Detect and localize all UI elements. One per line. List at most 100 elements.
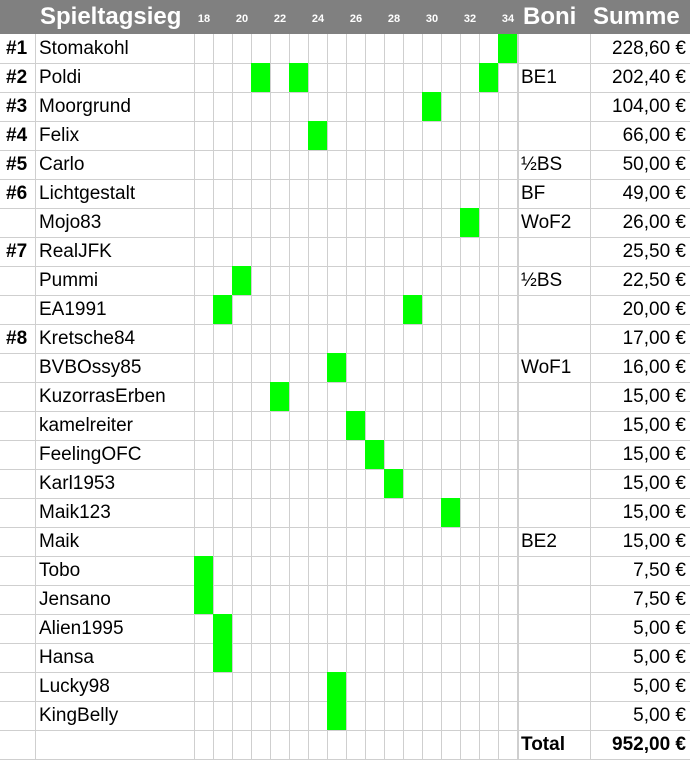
sum-cell: 22,50 € xyxy=(622,270,686,291)
grid-vline xyxy=(403,34,404,759)
player-name: FeelingOFC xyxy=(39,444,142,465)
grid-vline xyxy=(365,34,366,759)
grid-vline xyxy=(498,34,499,759)
grid-hline xyxy=(0,324,690,325)
table-row: kamelreiter 15,00 € xyxy=(0,411,690,440)
sum-cell: 7,50 € xyxy=(633,560,686,581)
win-marker xyxy=(327,701,346,730)
grid-hline xyxy=(0,150,690,151)
table-row: #3 Moorgrund 104,00 € xyxy=(0,92,690,121)
rank-label: #1 xyxy=(6,38,28,59)
rank-label: #8 xyxy=(6,328,28,349)
table-row: FeelingOFC 15,00 € xyxy=(0,440,690,469)
win-marker xyxy=(327,672,346,701)
matchday-22: 22 xyxy=(273,13,287,25)
table-row: Maik BE2 15,00 € xyxy=(0,527,690,556)
player-name: Pummi xyxy=(39,270,99,291)
table-row: Maik123 15,00 € xyxy=(0,498,690,527)
sum-cell: 16,00 € xyxy=(622,357,686,378)
grid-hline xyxy=(0,730,690,731)
player-name: Poldi xyxy=(39,67,82,88)
matchday-32: 32 xyxy=(463,13,477,25)
grid-hline xyxy=(0,237,690,238)
player-name: Moorgrund xyxy=(39,96,131,117)
matchday-18: 18 xyxy=(197,13,211,25)
table-row: #6 Lichtgestalt BF 49,00 € xyxy=(0,179,690,208)
matchday-20: 20 xyxy=(235,13,249,25)
table-row: #1 Stomakohl 228,60 € xyxy=(0,34,690,63)
bonus-cell: ½BS xyxy=(521,154,563,175)
player-name: KuzorrasErben xyxy=(39,386,166,407)
player-name: Felix xyxy=(39,125,80,146)
table-row: Hansa 5,00 € xyxy=(0,643,690,672)
grid-hline xyxy=(0,498,690,499)
grid-hline xyxy=(0,266,690,267)
win-marker xyxy=(384,469,403,498)
grid-vline xyxy=(518,34,519,759)
grid-hline xyxy=(0,208,690,209)
sum-cell: 50,00 € xyxy=(622,154,686,175)
player-name: BVBOssy85 xyxy=(39,357,142,378)
grid-hline xyxy=(0,469,690,470)
win-marker xyxy=(289,63,308,92)
player-name: Hansa xyxy=(39,647,94,668)
sum-cell: 17,00 € xyxy=(622,328,686,349)
title: Spieltagsieg xyxy=(40,3,182,30)
header-row: Spieltagsieg 18 20 22 24 26 28 30 32 34 … xyxy=(0,0,690,34)
rank-label: #7 xyxy=(6,241,28,262)
player-name: EA1991 xyxy=(39,299,107,320)
win-marker xyxy=(498,34,517,63)
win-marker xyxy=(194,556,213,585)
win-marker xyxy=(460,208,479,237)
table-row: Lucky98 5,00 € xyxy=(0,672,690,701)
matchday-34: 34 xyxy=(501,13,515,25)
grid-vline xyxy=(479,34,480,759)
grid-hline xyxy=(0,295,690,296)
grid-vline xyxy=(346,34,347,759)
grid-vline xyxy=(35,34,36,759)
player-name: Tobo xyxy=(39,560,81,581)
matchday-28: 28 xyxy=(387,13,401,25)
sum-cell: 15,00 € xyxy=(622,415,686,436)
table-row: #8 Kretsche84 17,00 € xyxy=(0,324,690,353)
grid-vline xyxy=(460,34,461,759)
rank-label: #2 xyxy=(6,67,28,88)
matchday-30: 30 xyxy=(425,13,439,25)
grid-hline xyxy=(0,614,690,615)
grid-vline xyxy=(308,34,309,759)
total-value: 952,00 € xyxy=(612,734,686,755)
bonus-cell: WoF1 xyxy=(521,357,572,378)
table-row: BVBOssy85 WoF1 16,00 € xyxy=(0,353,690,382)
win-marker xyxy=(403,295,422,324)
sum-cell: 15,00 € xyxy=(622,531,686,552)
win-marker xyxy=(479,63,498,92)
sum-cell: 5,00 € xyxy=(633,647,686,668)
summe-header: Summe xyxy=(593,3,680,30)
table-row: KingBelly 5,00 € xyxy=(0,701,690,730)
grid-hline xyxy=(0,382,690,383)
sum-cell: 5,00 € xyxy=(633,705,686,726)
bonus-cell: WoF2 xyxy=(521,212,572,233)
player-name: Alien1995 xyxy=(39,618,124,639)
win-marker xyxy=(308,121,327,150)
player-name: kamelreiter xyxy=(39,415,133,436)
sum-cell: 5,00 € xyxy=(633,676,686,697)
table-row: Alien1995 5,00 € xyxy=(0,614,690,643)
rank-label: #6 xyxy=(6,183,28,204)
player-name: KingBelly xyxy=(39,705,119,726)
player-name: Lichtgestalt xyxy=(39,183,136,204)
rank-label: #5 xyxy=(6,154,28,175)
grid-hline xyxy=(0,63,690,64)
grid-hline xyxy=(0,440,690,441)
win-marker xyxy=(346,411,365,440)
sum-cell: 15,00 € xyxy=(622,386,686,407)
table-row: #2 Poldi BE1 202,40 € xyxy=(0,63,690,92)
table-row: KuzorrasErben 15,00 € xyxy=(0,382,690,411)
grid-vline xyxy=(251,34,252,759)
table-row: Tobo 7,50 € xyxy=(0,556,690,585)
win-marker xyxy=(365,440,384,469)
sum-cell: 20,00 € xyxy=(622,299,686,320)
sum-cell: 104,00 € xyxy=(612,96,686,117)
player-name: Kretsche84 xyxy=(39,328,136,349)
